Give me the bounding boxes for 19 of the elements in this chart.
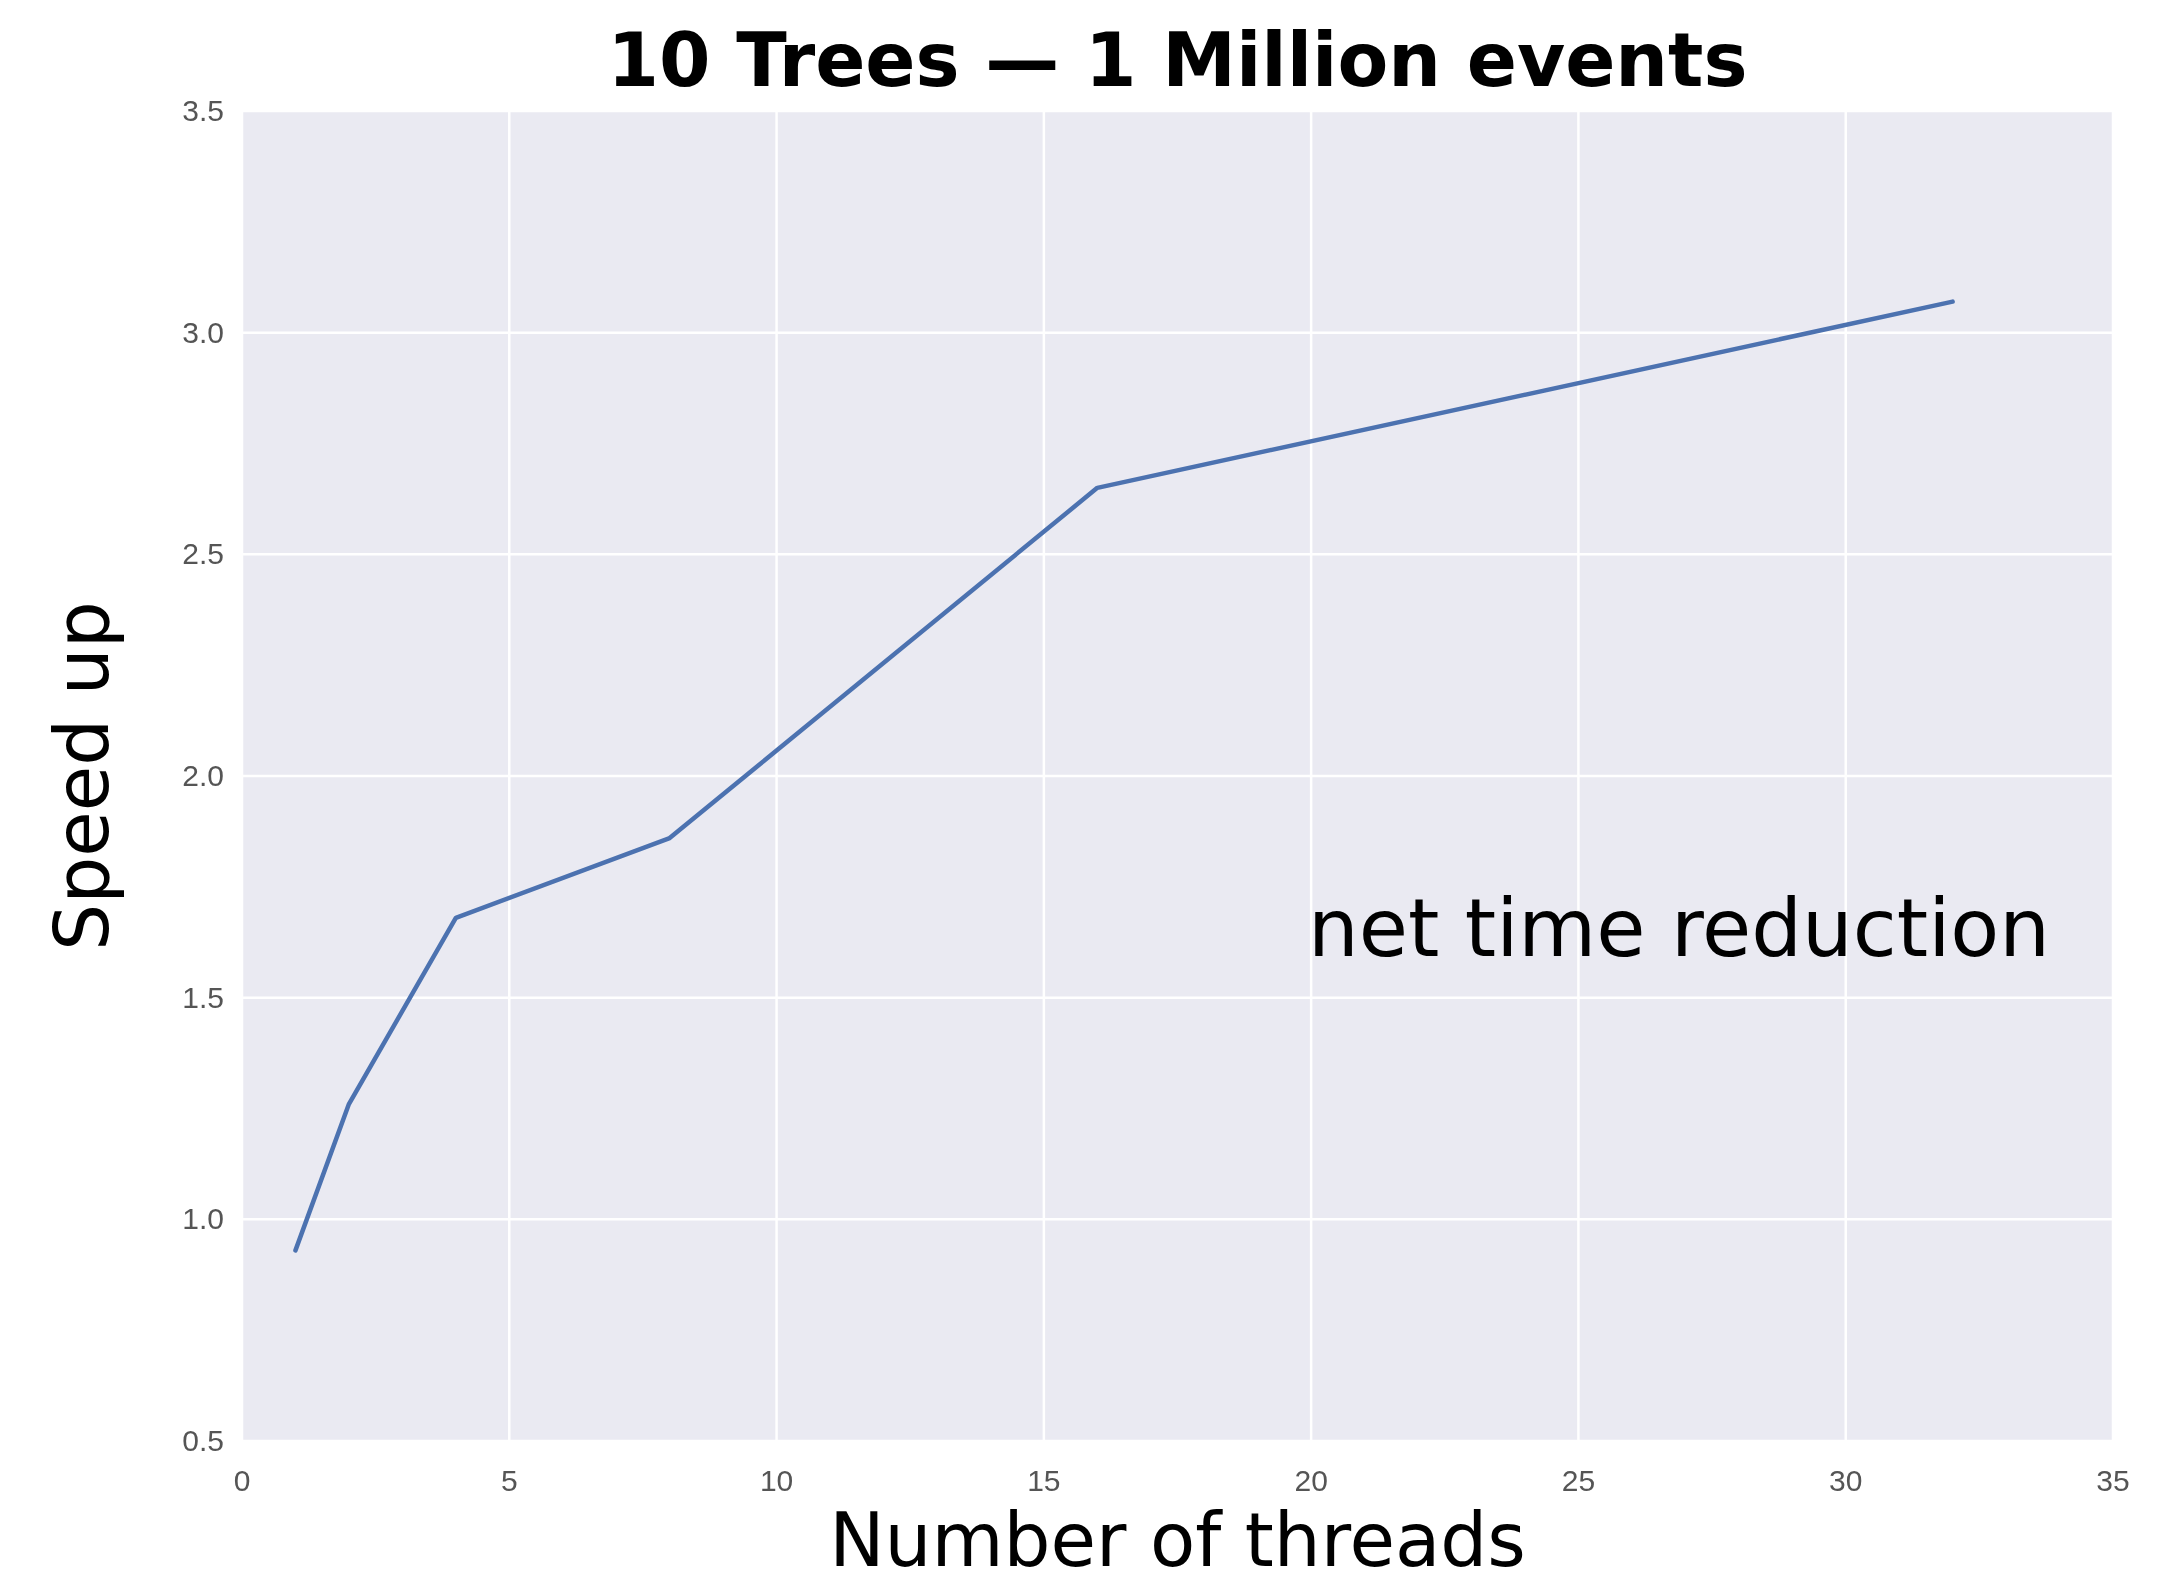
x-tick-label: 5 [500,1464,518,1497]
y-tick-label: 2.0 [182,759,224,792]
y-axis-title: Speed up [39,601,125,951]
y-tick-label: 3.0 [182,315,224,349]
x-tick-label: 25 [1561,1464,1596,1497]
y-tick-label: 3.5 [182,94,224,127]
x-tick-label: 35 [2096,1464,2130,1497]
annotation: net time reduction [1308,882,2050,975]
chart-title: 10 Trees — 1 Million events [607,17,1748,103]
x-tick-label: 15 [1027,1464,1061,1497]
x-tick-label: 10 [759,1464,794,1497]
y-tick-label: 1.5 [182,980,224,1014]
x-tick-label: 20 [1294,1464,1328,1497]
y-tick-label: 1.0 [182,1202,224,1236]
x-axis-title: Number of threads [829,1497,1526,1583]
y-tick-label: 2.5 [182,537,224,571]
x-tick-label: 0 [233,1464,251,1497]
y-tick-label: 0.5 [182,1424,224,1457]
x-tick-label: 30 [1829,1464,1863,1497]
